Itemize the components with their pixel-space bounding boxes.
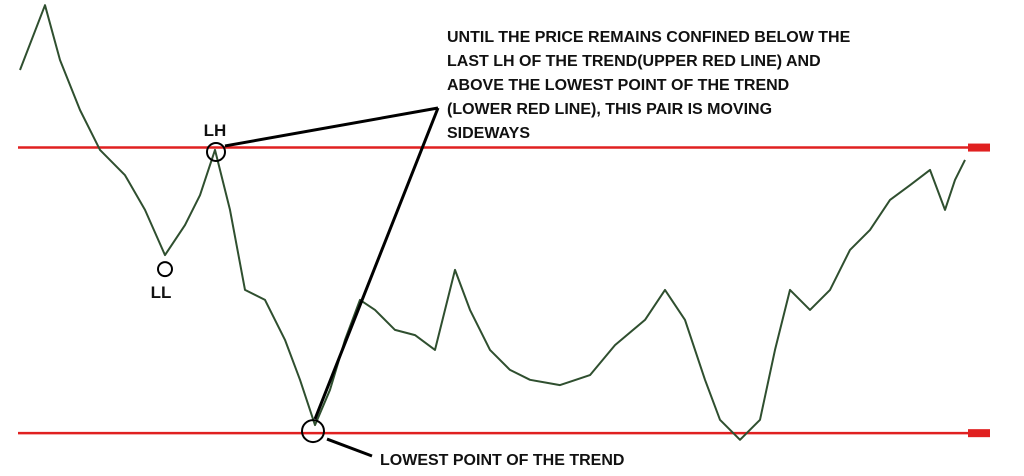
annotation-text: SIDEWAYS (447, 125, 530, 142)
label: LH (204, 121, 227, 140)
label: LL (151, 283, 172, 302)
annotation-text: ABOVE THE LOWEST POINT OF THE TREND (447, 77, 789, 94)
price-tag (968, 429, 990, 438)
ll-marker (157, 261, 173, 278)
annotation-text: LAST LH OF THE TREND(UPPER RED LINE) AND (447, 53, 821, 70)
annotation-text: (LOWER RED LINE), THIS PAIR IS MOVING (447, 101, 772, 118)
pointer-line (326, 437, 373, 458)
pointer-line (313, 107, 440, 420)
lh-marker (206, 141, 226, 162)
price-tag (968, 143, 990, 152)
label: LOWEST POINT OF THE TREND (380, 452, 624, 469)
low-marker (301, 419, 325, 444)
annotation-text: UNTIL THE PRICE REMAINS CONFINED BELOW T… (447, 29, 851, 46)
pointer-line (224, 106, 439, 148)
price-line (19, 4, 966, 441)
